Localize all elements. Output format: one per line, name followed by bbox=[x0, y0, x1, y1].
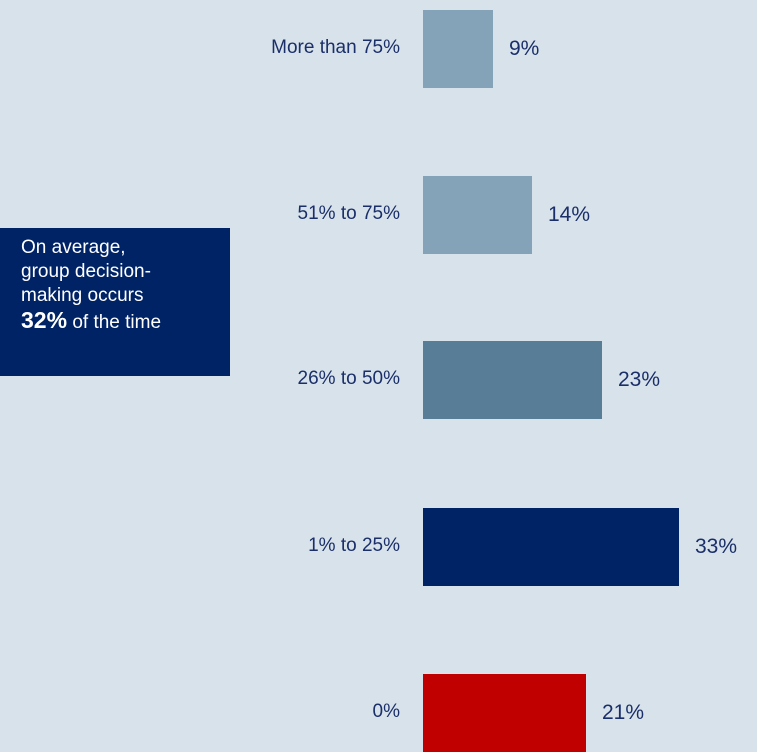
callout-line-3: making occurs bbox=[21, 285, 144, 306]
callout-line-4: 32% of the time bbox=[21, 308, 220, 335]
value-label: 14% bbox=[548, 203, 591, 226]
callout-line-2: group decision- bbox=[21, 261, 151, 282]
bar bbox=[423, 674, 586, 752]
bar bbox=[423, 508, 679, 586]
callout-tail: of the time bbox=[67, 312, 162, 333]
category-label: 1% to 25% bbox=[308, 535, 400, 556]
category-label: 51% to 75% bbox=[297, 203, 400, 224]
value-label: 33% bbox=[695, 535, 738, 558]
value-label: 21% bbox=[602, 701, 645, 724]
bar bbox=[423, 341, 602, 419]
value-label: 9% bbox=[509, 37, 540, 60]
value-label: 23% bbox=[618, 368, 661, 391]
callout-box: On average, group decision- making occur… bbox=[0, 228, 230, 376]
bar bbox=[423, 176, 532, 254]
bar bbox=[423, 10, 493, 88]
callout-line-1: On average, bbox=[21, 237, 126, 258]
category-label: More than 75% bbox=[271, 37, 400, 58]
callout-highlight: 32% bbox=[21, 307, 68, 333]
category-label: 26% to 50% bbox=[297, 368, 400, 389]
category-label: 0% bbox=[372, 701, 400, 722]
